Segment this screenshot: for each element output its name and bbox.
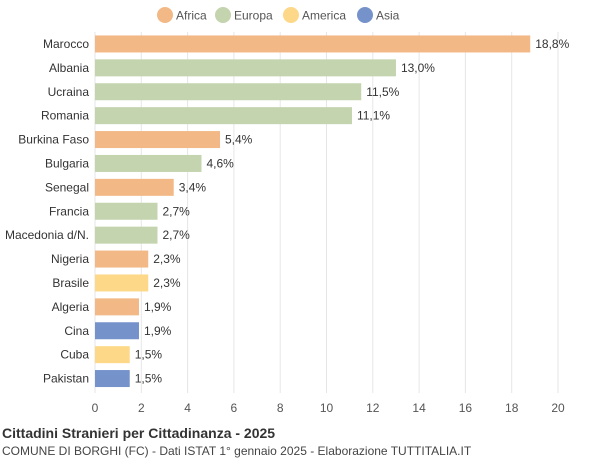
bar-ucraina — [95, 83, 362, 101]
value-label-brasile: 2,3% — [153, 276, 181, 290]
bar-algeria — [95, 298, 139, 316]
category-label-senegal: Senegal — [45, 180, 89, 194]
x-tick-label: 6 — [231, 401, 238, 415]
legend-swatch-europa — [215, 7, 231, 23]
x-tick-label: 4 — [184, 401, 191, 415]
value-label-macedonia-d-n: 2,7% — [163, 228, 191, 242]
value-label-cuba: 1,5% — [135, 348, 163, 362]
value-label-francia: 2,7% — [163, 204, 191, 218]
legend-label-asia: Asia — [376, 9, 400, 23]
value-label-albania: 13,0% — [401, 61, 435, 75]
chart-subtitle: COMUNE DI BORGHI (FC) - Dati ISTAT 1° ge… — [2, 444, 472, 458]
value-label-bulgaria: 4,6% — [206, 156, 234, 170]
category-label-francia: Francia — [49, 204, 89, 218]
bar-cina — [95, 322, 139, 340]
category-label-marocco: Marocco — [43, 37, 89, 51]
legend-swatch-africa — [157, 7, 173, 23]
legend: Africa Europa America Asia — [157, 7, 400, 23]
value-label-ucraina: 11,5% — [366, 85, 399, 99]
bar-brasile — [95, 274, 149, 292]
category-label-burkina-faso: Burkina Faso — [18, 133, 89, 147]
x-axis: 0 2 4 6 8 10 12 14 16 18 20 — [92, 401, 565, 415]
value-label-pakistan: 1,5% — [135, 372, 163, 386]
bar-pakistan — [95, 370, 130, 388]
category-label-cina: Cina — [64, 324, 89, 338]
bar-romania — [95, 107, 352, 125]
value-label-senegal: 3,4% — [179, 180, 207, 194]
category-label-romania: Romania — [41, 109, 89, 123]
bar-albania — [95, 59, 396, 77]
category-label-algeria: Algeria — [52, 300, 90, 314]
legend-label-europa: Europa — [234, 9, 273, 23]
category-label-macedonia-d-n: Macedonia d/N. — [5, 228, 89, 242]
x-tick-label: 14 — [412, 401, 426, 415]
chart-title: Cittadini Stranieri per Cittadinanza - 2… — [2, 425, 276, 441]
bars: Marocco 18,8% Albania 13,0% Ucraina 11,5% Roma… — [5, 35, 570, 388]
x-tick-label: 0 — [92, 401, 99, 415]
category-label-pakistan: Pakistan — [43, 372, 89, 386]
bar-francia — [95, 202, 158, 220]
legend-swatch-asia — [357, 7, 373, 23]
bar-macedonia-d-n — [95, 226, 158, 244]
x-tick-label: 2 — [138, 401, 145, 415]
category-label-ucraina: Ucraina — [48, 85, 90, 99]
category-label-albania: Albania — [49, 61, 89, 75]
category-label-cuba: Cuba — [60, 348, 89, 362]
x-tick-label: 12 — [366, 401, 380, 415]
x-tick-label: 16 — [459, 401, 473, 415]
bar-burkina-faso — [95, 131, 221, 149]
category-label-bulgaria: Bulgaria — [45, 156, 89, 170]
value-label-marocco: 18,8% — [535, 37, 569, 51]
value-label-romania: 11,1% — [357, 109, 390, 123]
category-label-nigeria: Nigeria — [51, 252, 89, 266]
bar-marocco — [95, 35, 531, 53]
legend-label-africa: Africa — [176, 9, 207, 23]
bar-nigeria — [95, 250, 149, 268]
value-label-algeria: 1,9% — [144, 300, 172, 314]
x-tick-label: 8 — [277, 401, 284, 415]
legend-swatch-america — [283, 7, 299, 23]
value-label-nigeria: 2,3% — [153, 252, 181, 266]
x-tick-label: 18 — [505, 401, 519, 415]
bar-senegal — [95, 178, 174, 196]
bar-cuba — [95, 346, 130, 364]
bar-bulgaria — [95, 154, 202, 172]
category-label-brasile: Brasile — [52, 276, 89, 290]
value-label-burkina-faso: 5,4% — [225, 133, 253, 147]
x-tick-label: 10 — [320, 401, 334, 415]
legend-label-america: America — [302, 9, 346, 23]
value-label-cina: 1,9% — [144, 324, 172, 338]
x-tick-label: 20 — [551, 401, 565, 415]
